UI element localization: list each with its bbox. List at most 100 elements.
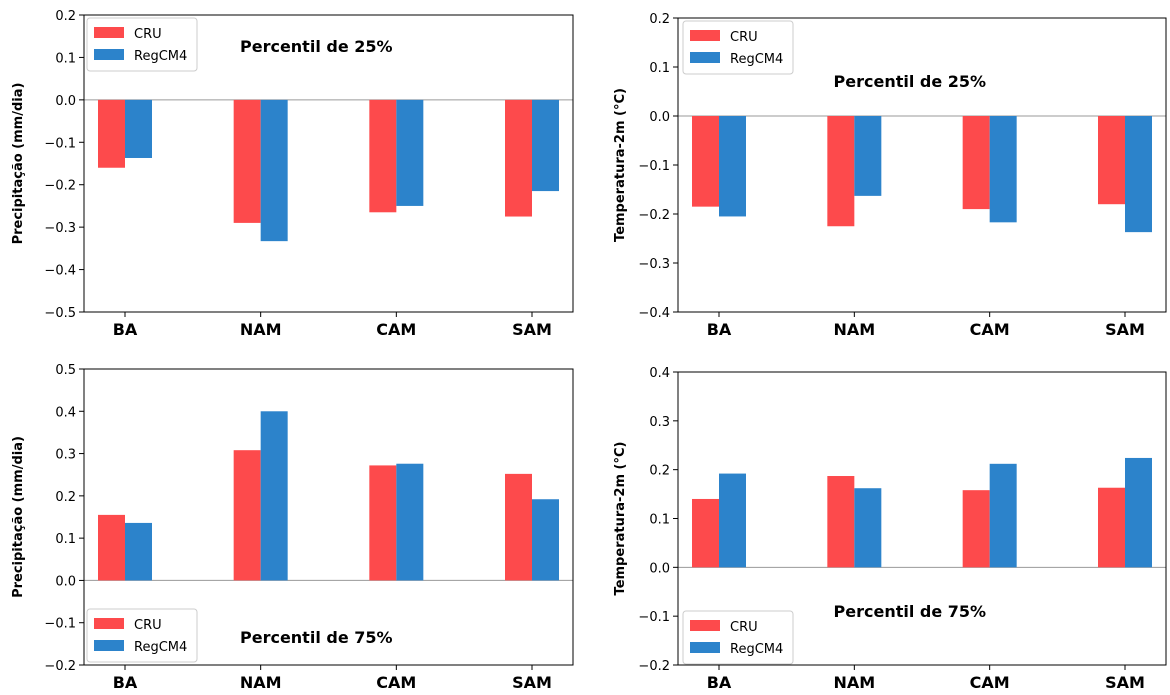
y-tick-label: 0.0: [55, 94, 76, 109]
legend: CRU RegCM4: [86, 608, 198, 663]
chart-temp-p75: 0.4 0.3 0.2 0.1 0.0 −0.1 −0.2 BA NAM CAM SAM Temper…: [613, 366, 1167, 692]
y-tick-label: 0.3: [55, 448, 76, 463]
bar-cru-cam: [369, 465, 397, 581]
x-tick-label: SAM: [1105, 673, 1145, 692]
x-tick-label: BA: [113, 673, 138, 692]
y-tick-label: −0.4: [44, 264, 76, 279]
y-tick-label: −0.5: [44, 306, 76, 321]
bar-regcm4-ba: [125, 99, 152, 158]
legend-swatch-cru: [690, 30, 720, 41]
bar-regcm4-nam: [260, 411, 288, 581]
bar-regcm4-cam: [396, 463, 424, 581]
x-tick-label: NAM: [833, 320, 875, 339]
bar-cru-cam: [962, 490, 990, 568]
x-tick-label: BA: [707, 673, 732, 692]
legend: CRU RegCM4: [682, 20, 794, 75]
y-tick-label: 0.5: [55, 363, 76, 378]
y-tick-label: 0.1: [649, 61, 670, 76]
y-tick-label: 0.0: [649, 110, 670, 125]
bar-regcm4-nam: [854, 488, 882, 568]
legend-label-regcm4: RegCM4: [730, 52, 783, 67]
x-tick-label: CAM: [970, 320, 1010, 339]
bar-cru-ba: [692, 498, 719, 568]
y-tick-label: −0.1: [638, 159, 670, 174]
bar-regcm4-ba: [125, 522, 152, 581]
x-tick-label: NAM: [240, 320, 282, 339]
y-tick-label: 0.3: [649, 415, 670, 430]
bar-cru-nam: [827, 116, 855, 227]
legend-label-cru: CRU: [730, 620, 758, 635]
legend-swatch-regcm4: [690, 52, 720, 63]
x-tick-label: NAM: [833, 673, 875, 692]
chart-temp-p25: 0.2 0.1 0.0 −0.1 −0.2 −0.3 −0.4 BA NAM CAM SAM Temp…: [613, 12, 1167, 339]
legend-label-regcm4: RegCM4: [134, 49, 187, 64]
y-tick-label: 0.2: [55, 490, 76, 505]
legend-swatch-cru: [690, 620, 720, 631]
bar-cru-ba: [692, 116, 719, 207]
y-axis-label: Precipitação (mm/dia): [11, 436, 26, 598]
bar-cru-sam: [1098, 487, 1125, 568]
legend-label-regcm4: RegCM4: [134, 640, 187, 655]
y-tick-label: −0.2: [44, 179, 76, 194]
legend-swatch-cru: [94, 618, 124, 629]
y-tick-label: −0.2: [638, 659, 670, 674]
legend-label-cru: CRU: [730, 30, 758, 45]
axes-frame: [83, 14, 574, 313]
y-axis-label: Precipitação (mm/dia): [11, 83, 26, 245]
legend-swatch-cru: [94, 27, 124, 38]
y-tick-label: 0.1: [55, 532, 76, 547]
y-tick-label: 0.4: [649, 366, 670, 381]
y-tick-label: 0.0: [649, 561, 670, 576]
y-tick-label: −0.3: [44, 221, 76, 236]
bar-regcm4-sam: [532, 99, 559, 192]
legend: CRU RegCM4: [682, 610, 794, 665]
x-tick-label: SAM: [512, 673, 552, 692]
bar-regcm4-cam: [396, 99, 424, 206]
bar-regcm4-ba: [719, 116, 746, 217]
y-tick-label: −0.1: [44, 136, 76, 151]
bar-cru-ba: [98, 99, 125, 168]
x-tick-label: CAM: [376, 320, 416, 339]
bar-cru-nam: [233, 450, 261, 581]
percentile-annotation: Percentil de 25%: [240, 37, 393, 56]
y-tick-label: 0.1: [649, 513, 670, 528]
axes-frame: [83, 368, 574, 666]
x-tick-label: SAM: [512, 320, 552, 339]
bar-regcm4-cam: [989, 116, 1017, 223]
legend-swatch-regcm4: [94, 640, 124, 651]
legend-label-cru: CRU: [134, 618, 162, 633]
y-tick-label: −0.2: [44, 659, 76, 674]
legend-swatch-regcm4: [94, 49, 124, 60]
percentile-annotation: Percentil de 75%: [240, 628, 393, 647]
bar-cru-nam: [233, 99, 261, 223]
bar-regcm4-ba: [719, 473, 746, 568]
bar-regcm4-sam: [1125, 457, 1152, 568]
chart-precip-p25: 0.2 0.1 0.0 −0.1 −0.2 −0.3 −0.4 −0.5 BA NAM CAM SAM…: [11, 9, 574, 339]
x-tick-label: SAM: [1105, 320, 1145, 339]
y-tick-label: 0.2: [649, 12, 670, 27]
bar-cru-nam: [827, 476, 855, 568]
bar-cru-ba: [98, 514, 125, 581]
x-tick-label: BA: [113, 320, 138, 339]
x-tick-label: NAM: [240, 673, 282, 692]
y-tick-label: −0.3: [638, 257, 670, 272]
y-tick-label: −0.4: [638, 306, 670, 321]
legend-label-cru: CRU: [134, 27, 162, 42]
legend: CRU RegCM4: [86, 17, 198, 72]
percentile-annotation: Percentil de 25%: [834, 72, 987, 91]
y-tick-label: −0.1: [638, 610, 670, 625]
y-tick-label: −0.2: [638, 208, 670, 223]
bar-regcm4-sam: [1125, 116, 1152, 233]
y-axis-label: Temperatura-2m (°C): [613, 88, 628, 242]
bar-cru-sam: [505, 473, 532, 581]
legend-swatch-regcm4: [690, 642, 720, 653]
y-tick-label: 0.0: [55, 574, 76, 589]
y-axis-label: Temperatura-2m (°C): [613, 442, 628, 596]
bar-regcm4-nam: [854, 116, 882, 196]
bar-cru-sam: [505, 99, 532, 217]
x-tick-label: CAM: [376, 673, 416, 692]
y-tick-label: 0.4: [55, 405, 76, 420]
x-tick-label: CAM: [970, 673, 1010, 692]
legend-label-regcm4: RegCM4: [730, 642, 783, 657]
